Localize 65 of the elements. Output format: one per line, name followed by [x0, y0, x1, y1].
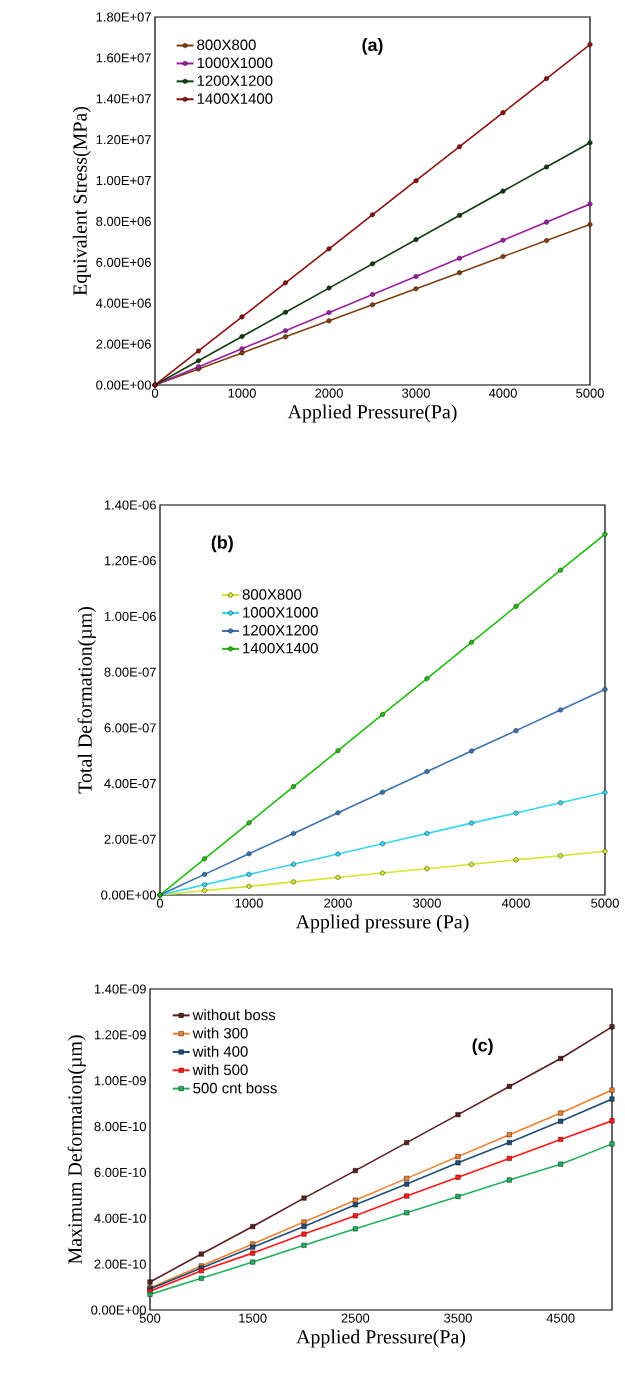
y-tick-label: 1.60E+07 — [96, 53, 151, 63]
y-tick-label: 1.40E-06 — [104, 500, 156, 510]
y-tick-label: 2.00E-10 — [94, 1259, 146, 1269]
x-tick-label: 1000 — [235, 898, 263, 908]
y-axis-title: Maximum Deformation(µm) — [67, 1035, 86, 1264]
legend-label: 800X800 — [242, 589, 302, 600]
legend-label: 500 cnt boss — [193, 1082, 277, 1094]
x-tick-label: 3000 — [413, 898, 441, 908]
y-tick-label: 1.40E+07 — [96, 94, 151, 104]
y-tick-label: 6.00E+06 — [96, 257, 151, 267]
x-tick-label: 0 — [156, 898, 164, 908]
x-tick-label: 2000 — [315, 388, 343, 398]
x-tick-label: 0 — [151, 388, 159, 398]
y-tick-label: 1.20E-09 — [94, 1030, 146, 1040]
x-tick-label: 3000 — [402, 388, 430, 398]
y-tick-label: 4.00E+06 — [95, 298, 151, 308]
legend-label: 1000X1000 — [197, 57, 273, 69]
y-tick-label: 0.00E+00 — [101, 890, 156, 900]
legend-label: 1400X1400 — [197, 93, 273, 104]
legend-label: 1200X1200 — [197, 75, 273, 86]
x-axis-title: Applied Pressure(Pa) — [287, 404, 457, 423]
legend-label: 1400X1400 — [243, 642, 318, 654]
y-axis-title: Total Deformation(µm) — [77, 606, 96, 794]
x-tick-label: 1000 — [228, 388, 256, 398]
x-tick-label: 5000 — [591, 898, 619, 908]
legend-label: with 300 — [192, 1027, 248, 1039]
x-tick-label: 1500 — [239, 1313, 267, 1323]
y-tick-label: 2.00E-07 — [104, 834, 156, 844]
y-axis-title: Equivalent Stress(MPa) — [72, 106, 91, 296]
x-tick-label: 2000 — [324, 898, 352, 908]
y-tick-label: 1.00E+07 — [96, 175, 151, 186]
x-tick-label: 500 — [139, 1313, 161, 1323]
y-tick-label: 6.00E-07 — [104, 723, 156, 733]
legend-label: with 500 — [192, 1064, 248, 1076]
x-axis-title: Applied Pressure(Pa) — [296, 1329, 466, 1348]
legend-label: without boss — [192, 1009, 276, 1021]
y-tick-label: 1.20E+07 — [96, 135, 151, 145]
y-tick-label: 4.00E-10 — [94, 1213, 146, 1223]
y-tick-label: 1.20E-06 — [104, 556, 156, 566]
x-tick-label: 4500 — [546, 1313, 575, 1323]
legend-label: 1200X1200 — [243, 624, 318, 636]
y-tick-label: 1.40E-09 — [94, 984, 146, 994]
y-tick-label: 8.00E+06 — [96, 216, 151, 227]
legend-label: 800X800 — [197, 39, 256, 51]
x-tick-label: 5000 — [576, 388, 604, 398]
x-tick-label: 2500 — [341, 1313, 370, 1323]
y-tick-label: 0.00E+00 — [96, 380, 151, 390]
legend-label: 1000X1000 — [243, 607, 318, 618]
y-tick-label: 1.00E-06 — [104, 611, 156, 621]
legend-label: with 400 — [192, 1045, 248, 1057]
text: (a) — [362, 38, 383, 55]
y-tick-label: 2.00E+06 — [96, 339, 151, 349]
text: (b) — [211, 535, 233, 553]
x-tick-label: 4000 — [488, 388, 517, 398]
y-tick-label: 1.00E-09 — [94, 1076, 146, 1086]
y-tick-label: 1.80E+07 — [96, 12, 151, 22]
y-tick-label: 6.00E-10 — [94, 1167, 146, 1177]
x-tick-label: 3500 — [444, 1313, 472, 1323]
y-tick-label: 8.00E-07 — [104, 667, 156, 677]
y-tick-label: 4.00E-07 — [104, 778, 156, 789]
text: (c) — [472, 1038, 493, 1056]
y-tick-label: 8.00E-10 — [94, 1121, 146, 1132]
y-tick-label: 0.00E+00 — [91, 1305, 146, 1315]
x-axis-title: Applied pressure (Pa) — [295, 914, 469, 933]
x-tick-label: 4000 — [501, 898, 530, 908]
